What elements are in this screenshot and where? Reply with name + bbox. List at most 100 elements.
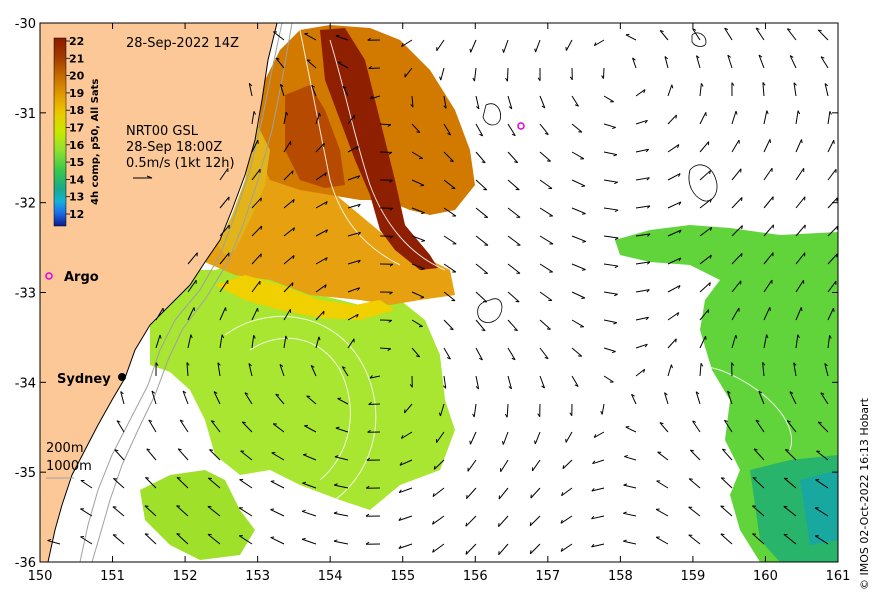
current-arrow xyxy=(539,179,553,189)
current-arrow-head xyxy=(581,269,586,271)
current-arrow xyxy=(333,540,349,545)
current-arrow xyxy=(283,141,292,153)
current-arrow-head xyxy=(325,257,328,261)
current-arrow xyxy=(304,425,317,433)
current-arrow-head xyxy=(421,212,425,215)
current-arrow xyxy=(443,291,456,302)
current-arrow-head xyxy=(323,310,325,315)
current-arrow xyxy=(347,313,359,321)
current-arrow-head xyxy=(303,453,307,456)
current-arrow xyxy=(475,319,486,332)
current-arrow-head xyxy=(591,488,595,492)
current-arrow-head xyxy=(793,82,797,86)
sst-region-green-sw xyxy=(140,470,255,560)
current-arrow xyxy=(503,39,509,53)
current-arrow xyxy=(433,459,445,470)
current-arrow xyxy=(310,365,317,377)
current-arrow xyxy=(789,55,797,69)
current-arrow xyxy=(664,56,669,69)
current-arrow-head xyxy=(785,449,789,451)
current-arrow-head xyxy=(211,420,215,423)
current-arrow xyxy=(315,257,328,265)
current-arrow xyxy=(475,151,486,164)
current-arrow-head xyxy=(325,201,328,205)
current-arrow xyxy=(155,334,161,349)
current-arrow xyxy=(753,448,765,461)
current-arrow-head xyxy=(368,401,372,405)
current-arrow xyxy=(623,484,637,489)
current-arrow xyxy=(411,319,423,327)
current-arrow-head xyxy=(248,363,252,367)
current-arrow xyxy=(283,227,295,237)
current-arrow xyxy=(755,419,765,433)
current-arrow-head xyxy=(544,132,549,136)
current-arrow xyxy=(219,334,223,349)
current-arrow xyxy=(731,307,740,321)
current-arrow xyxy=(443,123,452,136)
colorbar-tick-label: 22 xyxy=(69,35,84,48)
current-arrow xyxy=(251,307,259,321)
current-arrow xyxy=(275,393,285,405)
current-arrow xyxy=(507,207,521,218)
current-arrow-head xyxy=(675,338,677,343)
current-arrow xyxy=(603,291,618,295)
current-arrow xyxy=(114,449,125,461)
current-arrow xyxy=(187,279,197,293)
current-arrow xyxy=(432,543,445,553)
current-arrow xyxy=(475,235,489,246)
current-product-label: NRT00 GSL xyxy=(126,124,199,139)
current-arrow-head xyxy=(292,255,295,259)
current-arrow-head xyxy=(740,253,743,257)
current-arrow xyxy=(603,319,617,324)
current-arrow xyxy=(571,319,584,328)
current-arrow xyxy=(443,235,457,245)
current-arrow-head xyxy=(511,357,516,361)
current-arrow-head xyxy=(724,27,729,31)
current-arrow-head xyxy=(324,284,327,289)
current-arrow xyxy=(688,506,701,517)
current-arrow-head xyxy=(646,289,650,293)
current-arrow xyxy=(667,312,680,321)
current-arrow xyxy=(699,112,707,125)
current-arrow-head xyxy=(671,84,674,89)
current-arrow-head xyxy=(508,386,512,390)
current-arrow-head xyxy=(221,334,225,339)
current-arrow xyxy=(532,459,541,472)
current-arrow-head xyxy=(537,77,541,81)
current-arrow-head xyxy=(592,460,596,464)
current-arrow xyxy=(337,61,349,69)
current-arrow xyxy=(498,543,509,556)
current-arrow xyxy=(656,480,669,489)
current-arrow xyxy=(762,82,765,97)
current-arrow-head xyxy=(678,257,682,262)
current-arrow xyxy=(752,477,765,489)
current-arrow-head xyxy=(758,390,763,394)
current-arrow xyxy=(411,347,421,358)
sydney-label: Sydney xyxy=(57,372,111,387)
current-arrow-head xyxy=(389,207,394,211)
current-arrow xyxy=(571,179,586,187)
current-arrow-head xyxy=(546,328,551,330)
current-arrow-head xyxy=(676,312,680,317)
current-arrow-head xyxy=(333,511,338,514)
current-arrow xyxy=(632,57,637,69)
current-arrow-head xyxy=(593,434,597,438)
colorbar-title: 4h comp, p50, All Sats xyxy=(90,79,101,205)
y-axis: -30 -31 -32 -33 -34 -35 -36 xyxy=(15,17,838,571)
current-arrow-head xyxy=(439,76,442,81)
current-arrow xyxy=(270,480,285,489)
current-arrow-head xyxy=(696,55,700,59)
arrow-scale-label: 0.5m/s (1kt 12h) xyxy=(126,156,235,171)
current-arrow xyxy=(667,257,682,265)
current-arrow xyxy=(783,477,797,489)
current-arrow xyxy=(187,252,198,265)
current-arrow xyxy=(507,179,520,191)
current-arrow-head xyxy=(787,28,791,31)
current-arrow xyxy=(783,506,797,517)
current-arrow xyxy=(667,285,681,293)
current-arrow xyxy=(475,179,488,191)
x-tick-label: 151 xyxy=(100,569,125,584)
current-arrow xyxy=(763,110,768,125)
current-arrow-head xyxy=(275,57,280,60)
current-arrow xyxy=(507,291,520,303)
